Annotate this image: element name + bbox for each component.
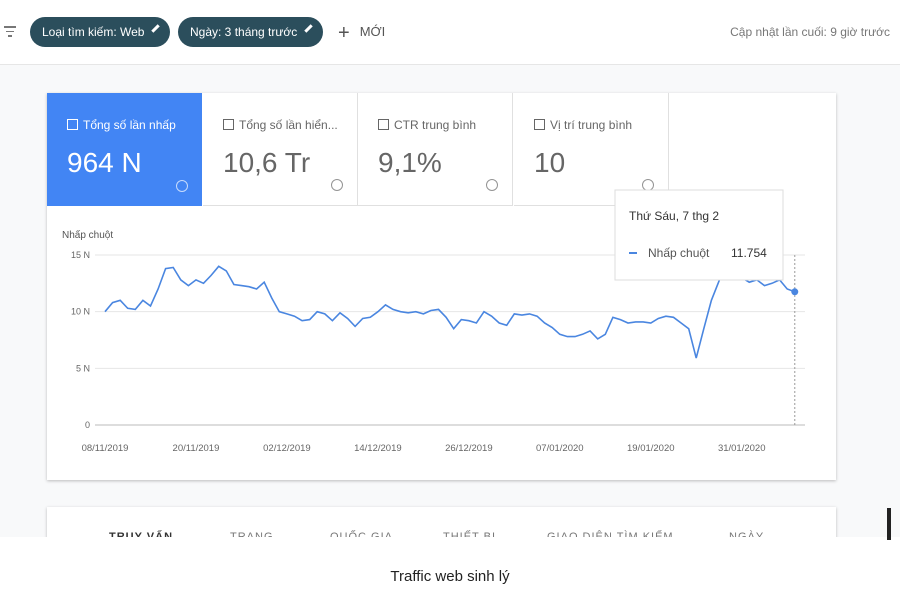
- x-tick-label: 07/01/2020: [536, 443, 584, 454]
- metric-tile[interactable]: Tổng số lần hiển... 10,6 Tr: [203, 93, 358, 206]
- top-bar: Loại tìm kiếm: Web Ngày: 3 tháng trước +…: [0, 0, 900, 65]
- y-tick-label: 5 N: [76, 363, 90, 373]
- x-tick-label: 26/12/2019: [445, 443, 493, 454]
- metric-label: Tổng số lần nhấp: [67, 118, 176, 132]
- x-tick-label: 14/12/2019: [354, 443, 402, 454]
- blank: [0, 537, 900, 603]
- help-icon[interactable]: [331, 179, 343, 191]
- filter-chip[interactable]: Loại tìm kiếm: Web: [30, 17, 171, 47]
- metric-value: 10: [534, 147, 566, 178]
- metric-tile[interactable]: Vị trí trung bình 10: [514, 93, 669, 206]
- metric-value: 9,1%: [378, 147, 442, 178]
- tooltip-value: 11.754: [731, 246, 767, 260]
- x-tick-label: 19/01/2020: [627, 443, 675, 454]
- tooltip-series: Nhấp chuột: [648, 246, 710, 260]
- metric-value: 964 N: [67, 147, 142, 178]
- y-axis-title: Nhấp chuột: [62, 229, 113, 241]
- x-tick-label: 08/11/2019: [82, 443, 129, 454]
- new-label: MỚI: [359, 24, 386, 39]
- data-line: [104, 258, 796, 359]
- y-tick-label: 15 N: [71, 250, 90, 260]
- y-tick-label: 10 N: [71, 307, 90, 317]
- chart: Nhấp chuột 0 5 N 10 N 15 N 08/11/2019 20/11/2…: [62, 189, 805, 454]
- metric-value: 10,6 Tr: [223, 147, 311, 178]
- hover-dot: [791, 288, 799, 296]
- filter-chip[interactable]: Ngày: 3 tháng trước: [178, 17, 324, 47]
- x-tick-label: 31/01/2020: [718, 443, 766, 454]
- x-tick-label: 20/11/2019: [173, 443, 220, 454]
- caption: Traffic web sinh lý: [390, 568, 510, 585]
- help-icon[interactable]: [486, 179, 498, 191]
- tooltip-title: Thứ Sáu, 7 thg 2: [629, 209, 719, 223]
- metric-tile[interactable]: CTR trung bình 9,1%: [358, 93, 513, 206]
- metric-tile[interactable]: Tổng số lần nhấp 964 N: [47, 93, 202, 206]
- scroll-edge: [887, 508, 891, 540]
- new-button[interactable]: + MỚI: [338, 22, 385, 45]
- performance-card: Tổng số lần nhấp 964 N Tổng số lần hiển..…: [47, 93, 836, 480]
- metric-label: CTR trung bình: [378, 118, 476, 132]
- metric-label: Tổng số lần hiển...: [223, 118, 338, 132]
- metric-label: Vị trí trung bình: [534, 118, 632, 132]
- x-tick-label: 02/12/2019: [263, 443, 311, 454]
- last-updated: Cập nhật lần cuối: 9 giờ trước: [730, 25, 890, 39]
- tooltip-box: [614, 189, 784, 281]
- plus-icon: +: [338, 22, 350, 44]
- tooltip: Thứ Sáu, 7 thg 2 Nhấp chuột 11.754: [614, 189, 784, 281]
- help-icon[interactable]: [176, 180, 188, 192]
- filter-icon[interactable]: [4, 26, 16, 40]
- y-tick-label: 0: [85, 420, 90, 430]
